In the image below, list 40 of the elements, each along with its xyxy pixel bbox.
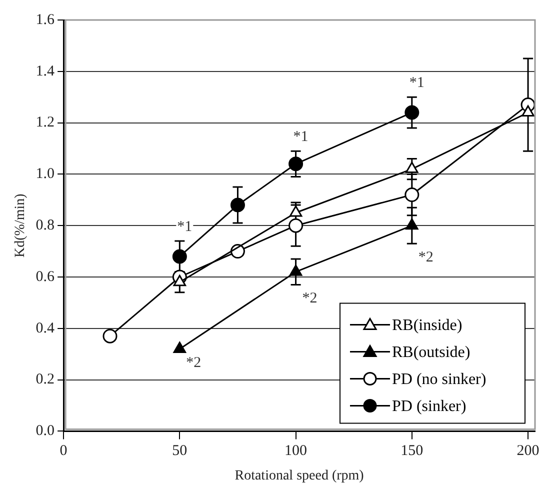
annotation: *1 (293, 129, 308, 146)
point (288, 218, 304, 233)
y-tick-label: 1.4 (36, 63, 56, 80)
y-tick-label: 0.2 (36, 372, 55, 388)
y-tick-label: 0.4 (36, 320, 56, 336)
y-tick-label: 1.6 (36, 12, 56, 28)
point (172, 249, 187, 264)
point (173, 274, 186, 286)
point (522, 105, 534, 117)
y-tick-label: 1.2 (36, 114, 55, 131)
point (404, 188, 420, 202)
x-tick-label: 150 (400, 443, 424, 460)
point (102, 328, 118, 344)
y-tick-label: 0.8 (36, 218, 55, 234)
annotation: *1 (177, 218, 192, 235)
point (289, 264, 302, 276)
point (230, 198, 245, 212)
annotation: *2 (186, 354, 202, 371)
x-tick-label: 50 (172, 443, 188, 460)
annotation: *1 (409, 75, 424, 92)
x-tick-label: 200 (516, 443, 540, 460)
annotation: *2 (418, 250, 434, 266)
annotation: *2 (302, 290, 318, 307)
x-tick-label: 0 (60, 443, 68, 460)
point (288, 156, 304, 172)
x-tick-label: 100 (284, 443, 308, 460)
y-axis-title: Kd(%/min) (13, 193, 28, 258)
point (289, 206, 302, 217)
y-tick-label: 1.0 (36, 166, 55, 182)
y-tick-label: 0.0 (36, 423, 55, 440)
legend-label: PD (sinker) (392, 398, 466, 415)
legend-label: PD (no sinker) (392, 370, 486, 388)
legend-label: RB(outside) (392, 344, 470, 361)
point (404, 105, 420, 120)
x-axis-title: Rotational speed (rpm) (234, 468, 364, 484)
point (406, 218, 418, 230)
legend-label: RB(inside) (392, 316, 462, 334)
y-tick-label: 0.6 (36, 268, 56, 285)
point (406, 162, 418, 174)
point (173, 342, 186, 353)
